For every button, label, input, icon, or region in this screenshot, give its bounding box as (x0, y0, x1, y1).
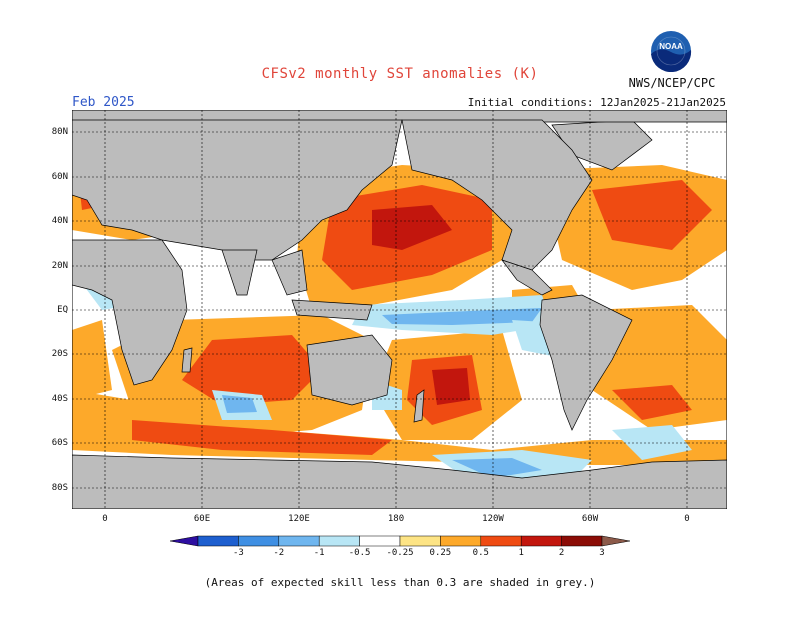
lon-label: 60E (193, 514, 211, 524)
initial-conditions: Initial conditions: 12Jan2025-21Jan2025 (467, 96, 726, 109)
lat-label: 80N (51, 127, 68, 137)
colorbar-segment (520, 535, 562, 547)
colorbar-tick-label: 0.25 (429, 548, 452, 558)
lon-label: 180 (387, 514, 405, 524)
colorbar-tick-label: 1 (518, 548, 524, 558)
lon-label: 0 (102, 514, 108, 524)
lat-label: 60N (51, 172, 68, 182)
organization-label: NWS/NCEP/CPC (628, 76, 716, 90)
lon-label: 120E (288, 514, 310, 524)
map-gridlines (72, 110, 727, 509)
colorbar-segment (480, 535, 522, 547)
colorbar-segment (359, 535, 401, 547)
colorbar-tick-label: 2 (558, 548, 565, 558)
land-masses (72, 110, 727, 509)
lat-label: 80S (51, 483, 68, 493)
footnote: (Areas of expected skill less than 0.3 a… (204, 576, 596, 589)
colorbar-tick-label: -0.5 (348, 548, 371, 558)
colorbar-tick-label: -2 (273, 548, 285, 558)
lat-label: 20N (51, 261, 68, 271)
colorbar-tick-label: -1 (313, 548, 325, 558)
colorbar-tick-label: -3 (232, 548, 244, 558)
lat-label: EQ (57, 305, 68, 315)
lon-label: 60W (581, 514, 599, 524)
map-title: CFSv2 monthly SST anomalies (K) (261, 66, 539, 82)
colorbar-segment (399, 535, 441, 547)
colorbar-segment (561, 535, 603, 547)
colorbar-segment (197, 535, 239, 547)
colorbar-segment (278, 535, 320, 547)
colorbar-tick-label: 3 (599, 548, 605, 558)
lon-label: 120W (482, 514, 504, 524)
lat-label: 40S (51, 394, 68, 404)
lat-label: 20S (51, 349, 68, 359)
sst-anomaly-map (72, 110, 727, 509)
colorbar-segment (170, 535, 199, 547)
colorbar-segment (318, 535, 360, 547)
lon-label: 0 (684, 514, 690, 524)
noaa-logo-text: NOAA (659, 42, 683, 51)
noaa-logo: NOAA (651, 31, 692, 72)
colorbar-segment (601, 535, 630, 547)
lat-label: 60S (51, 438, 68, 448)
lat-label: 40N (51, 216, 68, 226)
colorbar-segment (238, 535, 280, 547)
warm-anomalies (72, 135, 727, 465)
forecast-month: Feb 2025 (72, 95, 135, 110)
colorbar-tick-label: 0.5 (472, 548, 489, 558)
colorbar-tick-label: -0.25 (386, 548, 414, 558)
colorbar-segment (440, 535, 482, 547)
colorbar (170, 535, 630, 547)
